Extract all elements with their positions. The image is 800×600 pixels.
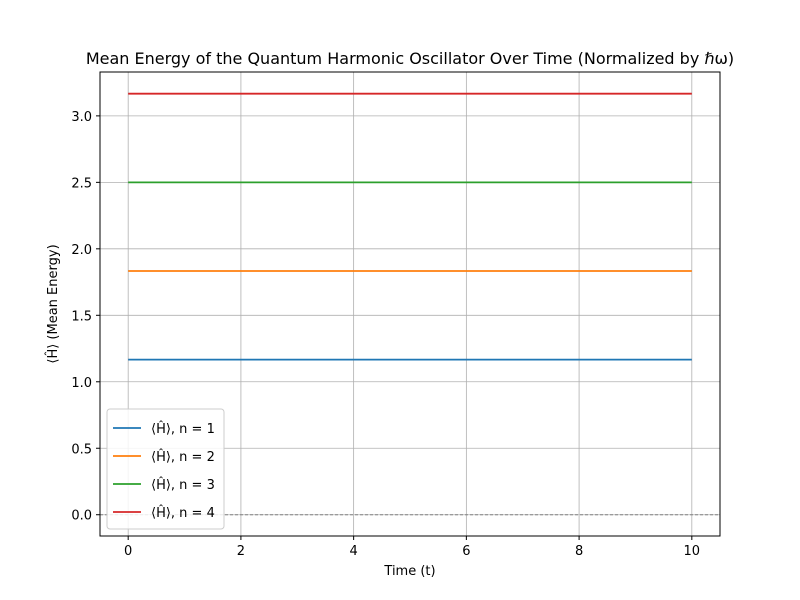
series-group [128, 92, 692, 361]
y-tick-label: 2.0 [71, 243, 92, 258]
x-tick-label: 2 [237, 544, 245, 559]
y-tick-label: 0.0 [71, 509, 92, 524]
y-tick-label: 3.0 [71, 110, 92, 125]
x-tick-label: 0 [124, 544, 132, 559]
x-axis-label: Time (t) [383, 564, 435, 579]
legend-label: ⟨Ĥ⟩, n = 1 [151, 421, 215, 437]
legend-box [106, 408, 225, 530]
y-tick-label: 1.5 [71, 309, 92, 324]
legend-label: ⟨Ĥ⟩, n = 3 [151, 477, 215, 493]
x-axis: 0 2 4 6 8 10 [124, 536, 700, 559]
x-tick-label: 8 [575, 544, 583, 559]
y-tick-label: 1.0 [71, 376, 92, 391]
plot-frame [99, 71, 721, 537]
y-axis-label: ⟨Ĥ⟩ (Mean Energy) [45, 244, 61, 363]
legend: ⟨Ĥ⟩, n = 1 ⟨Ĥ⟩, n = 2 ⟨Ĥ⟩, n = 3 ⟨Ĥ⟩, n = 4 [106, 408, 225, 530]
y-tick-label: 0.5 [71, 442, 92, 457]
x-tick-label: 6 [462, 544, 470, 559]
x-tick-label: 10 [684, 544, 701, 559]
chart-title: Mean Energy of the Quantum Harmonic Osci… [86, 49, 734, 68]
x-tick-label: 4 [349, 544, 357, 559]
y-tick-label: 2.5 [71, 176, 92, 191]
legend-label: ⟨Ĥ⟩, n = 4 [151, 505, 215, 521]
legend-label: ⟨Ĥ⟩, n = 2 [151, 449, 215, 465]
y-axis: 0.0 0.5 1.0 1.5 2.0 2.5 3.0 [71, 110, 100, 524]
